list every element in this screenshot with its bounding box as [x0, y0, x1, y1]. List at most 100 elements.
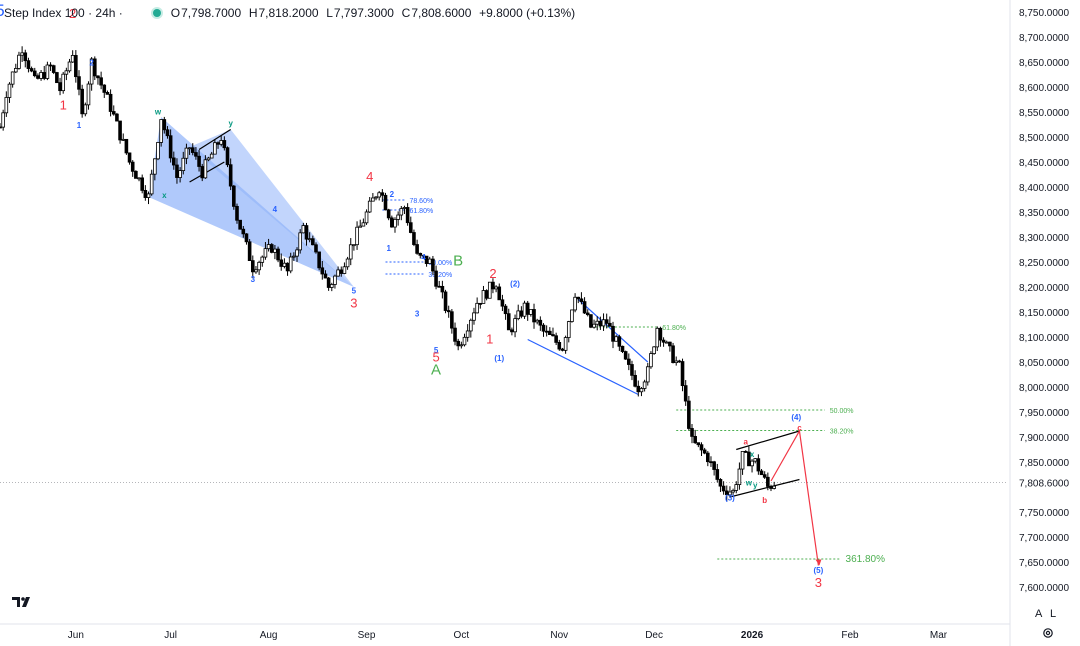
candle: [247, 239, 252, 261]
candle: [680, 358, 685, 392]
candle: [538, 316, 543, 331]
candle: [74, 50, 78, 83]
open-value: 7,798.7000: [181, 6, 242, 20]
candle: [687, 395, 691, 431]
candle-body: [497, 286, 502, 301]
candle: [329, 282, 334, 292]
price-tick-label: 8,100.0000: [1019, 333, 1069, 344]
wave-label: B: [453, 253, 463, 270]
wave-labels: 52121wyx43534214355AB21(2)(1)(4)axwybc(3…: [0, 1, 824, 590]
candle: [105, 90, 110, 95]
candle-body: [522, 302, 527, 317]
candle: [415, 239, 419, 255]
candle-body: [323, 273, 328, 279]
gear-icon[interactable]: [1042, 627, 1054, 642]
candle-body: [219, 140, 223, 145]
candle-body: [415, 244, 419, 254]
candle-body: [548, 330, 552, 335]
candle-body: [178, 170, 182, 178]
candle: [23, 49, 28, 68]
candle: [140, 174, 144, 194]
candle-body: [273, 248, 277, 253]
wave-label: 3: [415, 310, 420, 319]
price-tick-label: 8,150.0000: [1019, 308, 1069, 319]
candle-body: [17, 54, 21, 69]
candle-body: [39, 72, 43, 79]
candle: [592, 319, 596, 329]
candle-body: [130, 161, 135, 172]
candle-body: [469, 319, 473, 332]
time-tick-label: 2026: [741, 630, 764, 641]
candle-body: [74, 55, 78, 78]
candle-body: [134, 170, 138, 179]
low-value: 7,797.3000: [333, 6, 394, 20]
candle-body: [390, 217, 394, 228]
wave-label: y: [228, 119, 233, 128]
candle-body: [64, 70, 69, 75]
candle: [254, 266, 258, 274]
candle: [759, 469, 764, 476]
candle-body: [630, 364, 634, 376]
candle-body: [627, 358, 631, 365]
time-axis[interactable]: Jun Jul Aug Sep Oct Nov Dec 2026 Feb Mar: [0, 623, 1010, 641]
candle-body: [377, 192, 381, 198]
candle: [181, 151, 186, 175]
linear-scale-button[interactable]: L: [1050, 608, 1057, 620]
candle-body: [633, 374, 637, 387]
wave-label: (3): [725, 494, 735, 503]
candle-body: [652, 346, 656, 354]
candle: [383, 192, 388, 211]
fib-level-label: 50.00%: [830, 408, 854, 415]
candle-body: [743, 450, 748, 453]
log-scale-button[interactable]: A: [1035, 608, 1043, 620]
candle: [134, 170, 138, 179]
wave-label: x: [750, 450, 755, 459]
candle-body: [0, 126, 2, 129]
candle: [503, 304, 508, 320]
candle: [557, 339, 562, 351]
candle: [608, 316, 612, 327]
candle: [671, 342, 675, 364]
current-price-label: 7,808.6000: [1019, 479, 1069, 490]
candle-body: [661, 339, 666, 343]
wave-label: y: [753, 481, 758, 490]
candle: [153, 158, 157, 181]
candle-body: [715, 469, 720, 480]
wave-label: (4): [791, 413, 801, 422]
candle-body: [209, 153, 214, 159]
tradingview-logo-icon[interactable]: [12, 596, 34, 611]
candle: [209, 151, 214, 159]
candle-body: [620, 345, 625, 352]
candle: [61, 71, 65, 94]
symbol-title[interactable]: Step Index 100 · 24h ·: [4, 6, 123, 20]
candle-body: [96, 75, 100, 79]
candle-body: [671, 345, 675, 364]
price-tick-label: 7,850.0000: [1019, 458, 1069, 469]
candle-body: [348, 244, 353, 260]
candle-body: [371, 197, 375, 202]
candle: [652, 346, 656, 355]
wave-label: w: [154, 108, 162, 117]
candle-body: [61, 73, 65, 92]
candle: [570, 309, 574, 323]
candle-body: [383, 194, 388, 211]
candle-body: [519, 310, 524, 317]
price-axis[interactable]: 8,750.0000 8,700.0000 8,650.0000 8,600.0000…: [1009, 0, 1069, 646]
candle: [690, 424, 694, 444]
candle: [576, 296, 581, 304]
market-status-dot: [152, 9, 161, 17]
candle-body: [225, 147, 230, 166]
candle-body: [405, 207, 410, 224]
fib-level-label: 38.20%: [830, 429, 854, 436]
candle: [124, 138, 129, 155]
candle-body: [13, 68, 18, 73]
candle: [431, 255, 435, 275]
wave-label: 1: [77, 121, 82, 130]
candle: [326, 276, 331, 291]
candle: [399, 206, 404, 221]
candle-body: [162, 119, 167, 131]
candle: [478, 302, 483, 309]
candle: [222, 136, 227, 151]
candle-body: [111, 111, 116, 115]
